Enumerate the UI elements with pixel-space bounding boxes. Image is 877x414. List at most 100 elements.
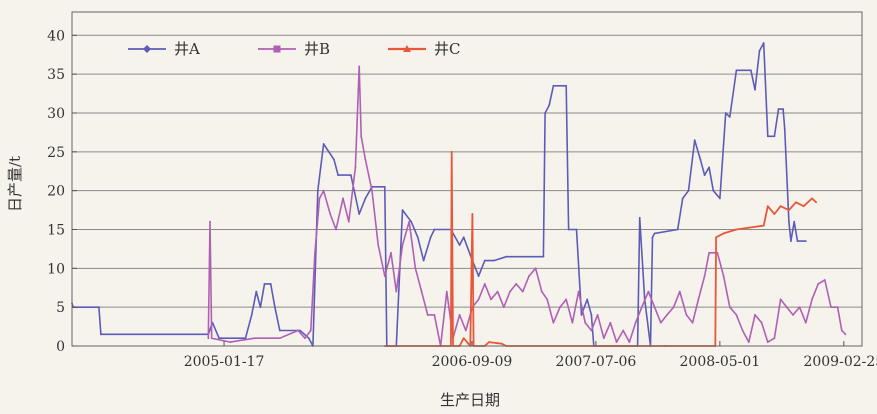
data-point	[505, 255, 508, 258]
data-point	[364, 197, 367, 200]
data-point	[515, 282, 518, 285]
data-point	[314, 251, 316, 254]
data-point	[571, 321, 574, 324]
y-tick-label: 10	[47, 261, 65, 277]
data-point	[794, 201, 797, 204]
data-point	[259, 306, 262, 309]
data-point	[304, 337, 306, 340]
data-point	[487, 341, 490, 344]
data-point	[804, 321, 807, 324]
y-axis-title: 日产量/t	[6, 156, 24, 212]
data-point	[666, 314, 668, 316]
data-point	[316, 189, 319, 192]
data-point	[783, 127, 786, 130]
data-point	[358, 65, 361, 68]
data-point	[335, 228, 337, 231]
series-1	[71, 42, 807, 347]
series-2	[207, 65, 847, 347]
data-point	[337, 174, 339, 177]
data-point	[773, 135, 776, 138]
data-point	[716, 251, 719, 254]
data-point	[364, 158, 367, 161]
data-point	[229, 341, 232, 344]
data-point	[269, 282, 272, 285]
y-tick-label: 30	[47, 106, 65, 122]
data-point	[273, 306, 276, 309]
data-point	[584, 321, 587, 324]
data-point	[500, 342, 503, 345]
data-point	[552, 321, 555, 324]
data-point	[580, 314, 583, 316]
series-layer	[71, 42, 847, 347]
data-point	[823, 279, 826, 281]
legend-marker	[403, 45, 411, 52]
data-point	[414, 267, 417, 270]
data-point	[693, 139, 696, 142]
data-point	[787, 209, 790, 211]
data-point	[297, 329, 299, 332]
data-point	[785, 306, 788, 309]
data-point	[678, 290, 681, 293]
data-point	[798, 306, 801, 309]
data-point	[207, 337, 210, 340]
data-point	[408, 220, 411, 223]
data-point	[349, 174, 352, 177]
y-ticks: 0 5 10 15 20 25 30 35 40	[47, 28, 77, 355]
data-point	[758, 49, 761, 52]
data-point	[534, 267, 537, 270]
data-point	[760, 321, 763, 324]
data-point	[728, 306, 731, 309]
data-point	[263, 282, 266, 285]
y-tick-label: 40	[47, 28, 65, 44]
data-point	[567, 228, 570, 231]
data-point	[358, 213, 361, 215]
plot-frame	[71, 11, 863, 347]
legend-entry-background	[384, 38, 478, 60]
data-point	[464, 329, 467, 332]
data-point	[609, 321, 612, 324]
legend-entry-2: 井B	[254, 38, 348, 60]
data-point	[685, 314, 688, 316]
data-point	[699, 158, 702, 161]
data-point	[490, 298, 492, 301]
data-point	[483, 259, 486, 262]
data-point	[773, 337, 776, 340]
data-point	[586, 298, 589, 301]
legend-label: 井A	[174, 40, 200, 58]
x-ticks: 2005-01-17 2006-09-09 2007-07-06 2008-05-01…	[184, 341, 877, 370]
data-point	[836, 306, 839, 309]
data-point	[676, 228, 679, 231]
data-point	[802, 205, 805, 208]
data-point	[528, 275, 530, 277]
data-point	[715, 236, 718, 239]
data-point	[718, 197, 721, 200]
y-tick-label: 35	[47, 67, 65, 83]
data-point	[395, 290, 398, 293]
data-point	[540, 290, 543, 293]
x-tick-label: 2007-07-06	[556, 354, 637, 370]
data-point	[462, 236, 465, 239]
legend-entry-background	[254, 38, 348, 60]
legend-label: 井B	[304, 40, 330, 58]
data-point	[218, 337, 220, 340]
data-point	[255, 290, 258, 293]
data-point	[450, 150, 453, 153]
data-point	[815, 201, 818, 204]
data-point	[638, 216, 641, 219]
data-point	[360, 135, 363, 138]
data-point	[458, 314, 461, 316]
data-point	[659, 321, 662, 324]
data-point	[322, 189, 325, 192]
data-point	[477, 298, 480, 301]
data-point	[811, 197, 813, 200]
data-point	[462, 337, 465, 340]
data-point	[773, 213, 776, 215]
legend-marker	[273, 45, 281, 53]
data-point	[342, 197, 344, 200]
data-point	[502, 306, 505, 309]
data-point	[253, 337, 256, 340]
data-point	[762, 42, 765, 44]
data-point	[347, 220, 350, 223]
data-point	[735, 228, 738, 231]
